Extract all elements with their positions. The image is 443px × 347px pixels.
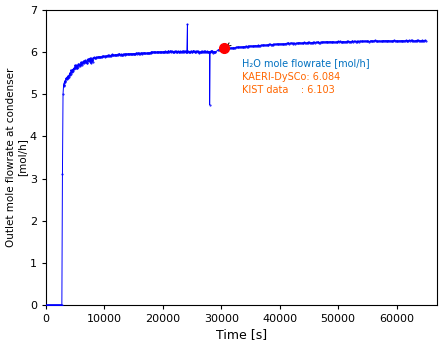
Text: KAERI-DySCo: 6.084: KAERI-DySCo: 6.084 [242,71,340,82]
Text: KIST data    : 6.103: KIST data : 6.103 [242,85,334,95]
Text: H₂O mole flowrate [mol/h]: H₂O mole flowrate [mol/h] [242,58,369,68]
Y-axis label: Outlet mole flowrate at condenser
[mol/h]: Outlet mole flowrate at condenser [mol/h… [6,68,27,247]
X-axis label: Time [s]: Time [s] [216,329,267,341]
